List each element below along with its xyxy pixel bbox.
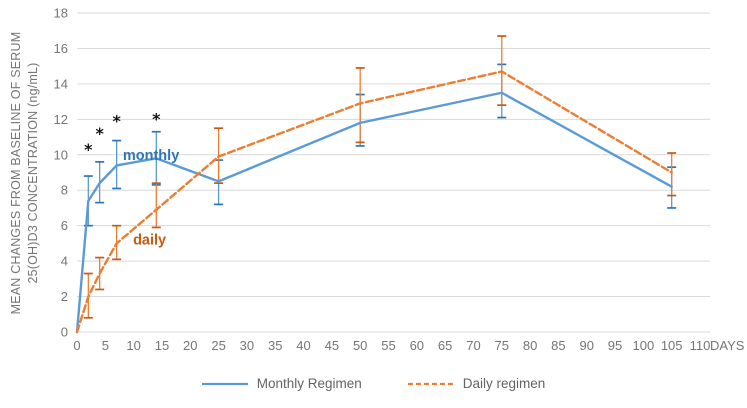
series-line-monthly-regimen — [75, 91, 673, 334]
svg-text:70: 70 — [466, 338, 480, 353]
svg-text:5: 5 — [102, 338, 109, 353]
svg-text:16: 16 — [54, 41, 68, 56]
svg-text:55: 55 — [381, 338, 395, 353]
svg-text:60: 60 — [410, 338, 424, 353]
svg-text:75: 75 — [495, 338, 509, 353]
svg-text:110: 110 — [690, 338, 711, 353]
x-axis-tick-labels: 0 5 10 15 20 25 30 35 40 45 50 55 60 65 70 75 80 85 90 95 10… — [73, 338, 744, 353]
legend-item-daily: Daily regimen — [407, 376, 546, 391]
svg-text:4: 4 — [61, 254, 68, 269]
svg-text:95: 95 — [608, 338, 622, 353]
series-line-daily-regimen — [75, 70, 673, 334]
svg-text:40: 40 — [296, 338, 310, 353]
svg-text:30: 30 — [240, 338, 254, 353]
svg-text:15: 15 — [155, 338, 169, 353]
svg-text:*: * — [152, 110, 161, 129]
svg-text:*: * — [95, 124, 104, 143]
significance-asterisks: *** * — [84, 110, 161, 159]
svg-text:45: 45 — [325, 338, 339, 353]
svg-text:10: 10 — [54, 147, 68, 162]
svg-text:80: 80 — [523, 338, 537, 353]
inline-label-monthly: monthly — [123, 148, 179, 164]
chart-legend: Monthly Regimen Daily regimen — [0, 376, 747, 391]
svg-text:6: 6 — [61, 218, 68, 233]
svg-text:2: 2 — [61, 289, 68, 304]
x-axis-unit-label: DAYS — [710, 338, 745, 353]
monthly-line-swatch-icon — [201, 382, 248, 385]
svg-text:*: * — [112, 111, 121, 130]
svg-text:14: 14 — [54, 76, 68, 91]
svg-text:100: 100 — [633, 338, 655, 353]
svg-text:0: 0 — [61, 325, 68, 340]
error-bars-monthly-regimen — [83, 63, 677, 227]
svg-text:0: 0 — [73, 338, 80, 353]
svg-text:25: 25 — [211, 338, 225, 353]
daily-line-swatch-icon — [407, 382, 454, 385]
svg-text:50: 50 — [353, 338, 367, 353]
svg-text:90: 90 — [579, 338, 593, 353]
svg-text:12: 12 — [54, 112, 68, 127]
y-axis-tick-labels: 0 2 4 6 8 10 12 14 16 18 — [54, 6, 68, 340]
line-chart-svg: 0 2 4 6 8 10 12 14 16 18 0 5 10 15 20 25 30 35 40 45 50 55 60 6… — [54, 6, 745, 354]
legend-item-monthly: Monthly Regimen — [201, 376, 362, 391]
inline-label-daily: daily — [133, 232, 166, 248]
svg-text:35: 35 — [268, 338, 282, 353]
gridlines — [77, 12, 710, 333]
legend-label-daily: Daily regimen — [462, 376, 546, 391]
svg-text:*: * — [84, 140, 93, 159]
svg-text:85: 85 — [551, 338, 565, 353]
svg-text:65: 65 — [438, 338, 452, 353]
svg-text:8: 8 — [61, 183, 68, 198]
error-bars-daily-regimen — [83, 35, 677, 319]
legend-label-monthly: Monthly Regimen — [256, 376, 362, 391]
svg-text:20: 20 — [183, 338, 197, 353]
svg-text:18: 18 — [54, 6, 68, 21]
svg-text:105: 105 — [661, 338, 683, 353]
svg-text:10: 10 — [126, 338, 140, 353]
